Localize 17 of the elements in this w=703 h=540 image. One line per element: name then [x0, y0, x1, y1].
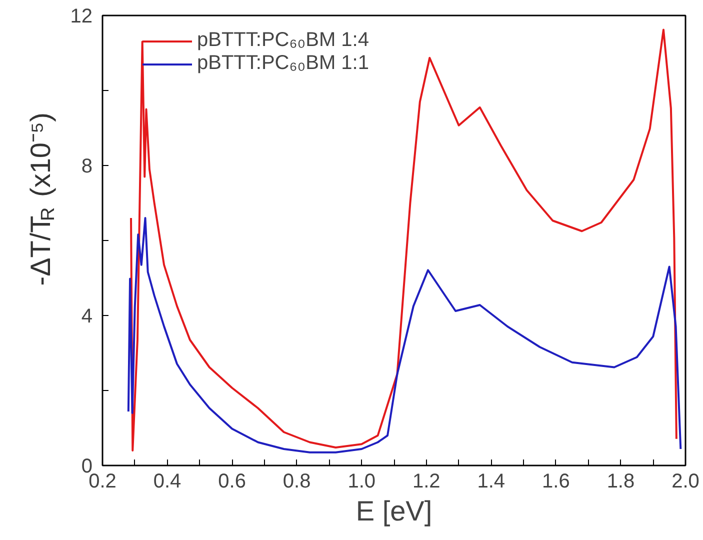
x-tick-label: 1.6	[542, 470, 570, 492]
x-tick-label: 1.0	[348, 470, 376, 492]
y-tick-label: 8	[81, 156, 92, 178]
legend-label: pBTTT:PC₆₀BM 1:1	[197, 52, 369, 75]
line-series	[130, 28, 678, 452]
line-series	[127, 217, 682, 454]
x-axis-title: E [eV]	[356, 496, 432, 526]
y-tick-label: 4	[81, 306, 92, 328]
x-tick-label: 0.6	[218, 470, 246, 492]
x-tick-label: 1.4	[477, 470, 506, 492]
legend-label: pBTTT:PC₆₀BM 1:4	[197, 29, 369, 52]
x-tick-label: 2.0	[672, 470, 700, 492]
x-tick-label: 0.4	[153, 470, 182, 492]
x-tick-label: 1.8	[606, 470, 635, 492]
x-tick-label: 0.8	[282, 470, 311, 492]
y-tick-label: 12	[70, 6, 93, 28]
x-tick-label: 1.2	[412, 470, 440, 492]
